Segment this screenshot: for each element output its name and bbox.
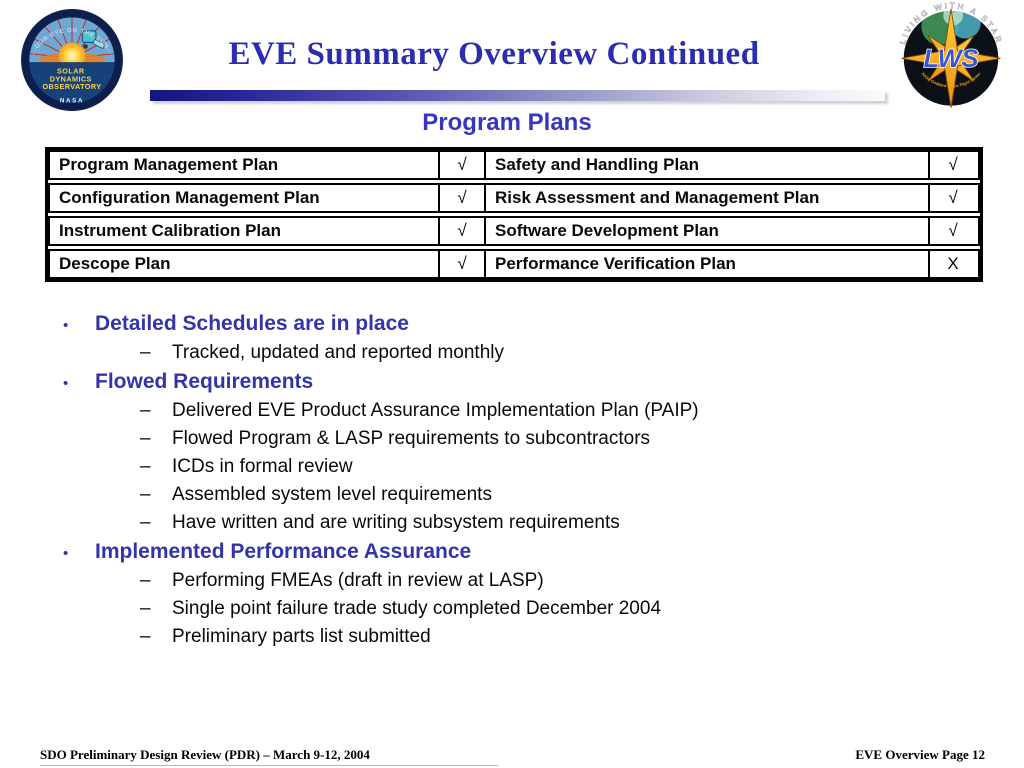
sub-bullet-text: Preliminary parts list submitted xyxy=(172,626,431,647)
bullet-item: • Implemented Performance Assurance xyxy=(40,540,990,570)
plan-name-cell: Performance Verification Plan xyxy=(484,251,928,277)
svg-text:SOLAR DYNAMICS: SOLAR DYNAMICS OBSERVATORY xyxy=(42,67,101,92)
bullet-item: • Flowed Requirements xyxy=(40,370,990,400)
bullet-label: Detailed Schedules are in place xyxy=(95,312,409,335)
sub-bullet-item: – Have written and are writing subsystem … xyxy=(40,512,990,540)
sub-bullet-item: – Tracked, updated and reported monthly xyxy=(40,342,990,370)
bullet-label: Implemented Performance Assurance xyxy=(95,540,472,563)
plan-status-cell: √ xyxy=(438,185,484,211)
bullet-marker: • xyxy=(63,545,69,562)
table-row: Program Management Plan √ Safety and Handl… xyxy=(48,150,980,180)
plan-name-cell: Instrument Calibration Plan xyxy=(59,221,281,240)
sdo-logo: SOLAR DYNAMICS OBSERVATORY NASA ...OUR E… xyxy=(20,8,124,112)
plan-name-cell: Safety and Handling Plan xyxy=(484,152,928,178)
footer-page-label: EVE Overview Page 12 xyxy=(855,747,985,762)
sub-bullet-text: Flowed Program & LASP requirements to su… xyxy=(172,428,651,449)
dash-marker: – xyxy=(140,570,151,591)
sdo-line3: OBSERVATORY xyxy=(42,82,101,91)
footer-review-label: SDO Preliminary Design Review (PDR) – Ma… xyxy=(40,747,370,762)
sub-bullet-item: – Flowed Program & LASP requirements to s… xyxy=(40,428,990,456)
sub-bullet-item: – ICDs in formal review xyxy=(40,456,990,484)
plan-name-cell: Configuration Management Plan xyxy=(59,188,320,207)
sdo-line1: SOLAR xyxy=(57,67,85,76)
sub-bullet-item: – Delivered EVE Product Assurance Impleme… xyxy=(40,400,990,428)
dash-marker: – xyxy=(140,484,151,505)
plan-name-cell: Descope Plan xyxy=(59,254,171,273)
table-row: Configuration Management Plan √ Risk Asses… xyxy=(48,183,980,213)
dash-marker: – xyxy=(140,456,151,477)
dash-marker: – xyxy=(140,512,151,533)
lws-logo-icon: LWS LIVING WITH A STAR NASA Goddard Spac… xyxy=(898,1,1002,108)
bullet-marker: • xyxy=(63,317,69,334)
plan-status-cell: √ xyxy=(438,152,484,178)
sub-bullet-text: ICDs in formal review xyxy=(172,456,353,477)
sub-bullet-text: Have written and are writing subsystem r… xyxy=(172,512,620,533)
plan-name-cell: Software Development Plan xyxy=(484,218,928,244)
lws-center-label: LWS xyxy=(924,45,979,73)
sub-bullet-text: Performing FMEAs (draft in review at LAS… xyxy=(172,570,544,591)
sub-bullet-text: Delivered EVE Product Assurance Implemen… xyxy=(172,400,699,421)
sub-bullet-text: Assembled system level requirements xyxy=(172,484,492,505)
program-plans-table: Program Management Plan √ Safety and Handl… xyxy=(45,147,983,282)
plan-name-cell: Program Management Plan xyxy=(59,155,279,174)
plan-status-cell: √ xyxy=(928,218,976,244)
dash-marker: – xyxy=(140,342,151,363)
plan-status-cell: √ xyxy=(438,218,484,244)
sub-bullet-item: – Performing FMEAs (draft in review at LA… xyxy=(40,570,990,598)
sub-bullet-text: Single point failure trade study complet… xyxy=(172,598,662,619)
sub-bullet-item: – Assembled system level requirements xyxy=(40,484,990,512)
bullet-item: • Detailed Schedules are in place xyxy=(40,312,990,342)
plan-status-cell: √ xyxy=(928,185,976,211)
dash-marker: – xyxy=(140,400,151,421)
plan-status-cell: √ xyxy=(438,251,484,277)
title-divider-bar xyxy=(150,90,885,101)
plan-name-cell: Risk Assessment and Management Plan xyxy=(484,185,928,211)
sub-bullet-text: Tracked, updated and reported monthly xyxy=(172,342,504,363)
slide-title: EVE Summary Overview Continued xyxy=(228,36,760,72)
plan-status-cell: √ xyxy=(928,152,976,178)
dash-marker: – xyxy=(140,626,151,647)
section-heading: Program Plans xyxy=(422,109,592,136)
table-row: Instrument Calibration Plan √ Software Dev… xyxy=(48,216,980,246)
table-row: Descope Plan √ Performance Verification Pl… xyxy=(48,249,980,279)
sub-bullet-item: – Preliminary parts list submitted xyxy=(40,626,990,654)
plan-status-cell: X xyxy=(928,251,976,277)
sdo-logo-icon: SOLAR DYNAMICS OBSERVATORY NASA ...OUR E… xyxy=(21,9,123,111)
dash-marker: – xyxy=(140,598,151,619)
starburst-icon xyxy=(901,8,1001,108)
bullet-marker: • xyxy=(63,375,69,392)
satellite-icon xyxy=(81,30,106,49)
bullet-list: • Detailed Schedules are in place – Tracked… xyxy=(40,312,990,654)
dash-marker: – xyxy=(140,428,151,449)
sdo-line2: DYNAMICS xyxy=(50,74,92,83)
footer-rule xyxy=(40,765,498,766)
sdo-nasa-label: NASA xyxy=(60,98,84,105)
bullet-label: Flowed Requirements xyxy=(95,370,314,393)
sub-bullet-item: – Single point failure trade study comple… xyxy=(40,598,990,626)
lws-logo: LWS LIVING WITH A STAR NASA Goddard Spac… xyxy=(896,0,1006,110)
